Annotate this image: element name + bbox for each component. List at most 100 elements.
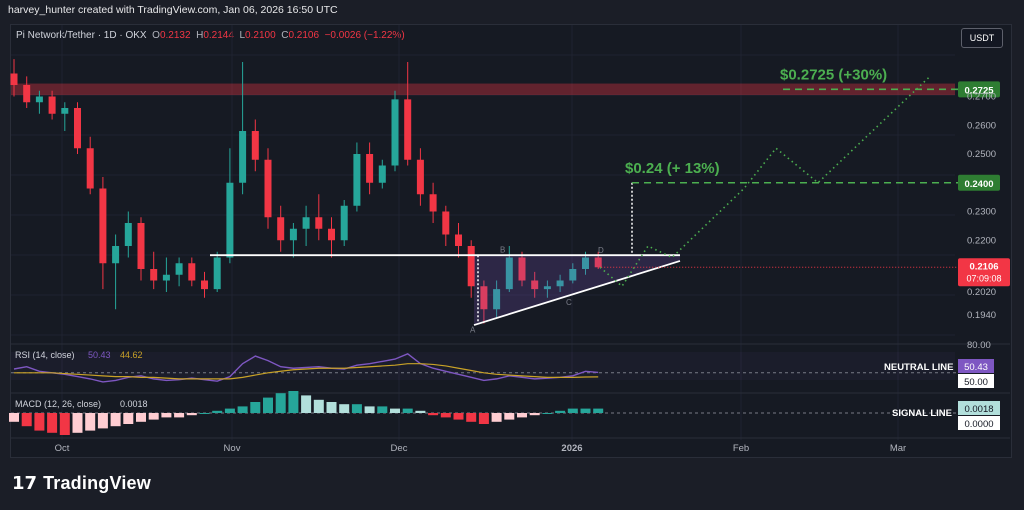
low-label: L (239, 30, 246, 41)
macd-histogram-bar (224, 408, 235, 413)
chart-panel[interactable] (10, 24, 1012, 458)
rsi-y-tick: 80.00 (967, 340, 991, 351)
candle (442, 211, 450, 235)
open-value: 0.2132 (159, 30, 191, 41)
close-label: C (281, 30, 289, 41)
y-axis-tick: 0.2020 (967, 287, 996, 298)
signal-line-label: SIGNAL LINE (892, 408, 952, 419)
rsi-line (13, 352, 599, 383)
candle (480, 286, 488, 310)
target-annotation: $0.24 (+ 13%) (625, 160, 720, 177)
candle (416, 159, 424, 195)
macd-histogram-bar (466, 413, 477, 422)
open-label: O (152, 30, 160, 41)
pattern-label: C (566, 298, 572, 307)
pattern-label: D (598, 246, 604, 255)
macd-histogram-bar (555, 410, 566, 413)
candle (175, 263, 183, 275)
change-value: −0.0026 (−1.22%) (324, 30, 405, 41)
pattern-label: B (500, 245, 505, 254)
macd-histogram-bar (313, 399, 324, 413)
candle (61, 108, 69, 114)
x-axis-tick: 2026 (561, 443, 582, 454)
macd-histogram-bar (212, 410, 223, 413)
candle (289, 228, 297, 241)
macd-histogram-bar (148, 413, 159, 420)
candle (251, 131, 259, 160)
candle (493, 289, 501, 310)
macd-histogram-bar (542, 413, 553, 414)
macd-histogram-bar (34, 413, 45, 431)
neutral-value-tag (958, 374, 994, 388)
candle (328, 228, 335, 241)
candle (391, 99, 399, 166)
neutral-line-label: NEUTRAL LINE (884, 362, 954, 373)
macd-histogram-bar (491, 413, 502, 422)
rsi-value-tag (958, 359, 994, 373)
candle (150, 269, 158, 281)
macd-histogram-bar (301, 395, 312, 413)
target-price-tag (958, 174, 1000, 191)
macd-value-tag (958, 401, 1000, 415)
target-annotation: $0.2725 (+30%) (780, 66, 887, 83)
candle (353, 154, 361, 206)
macd-histogram-bar (123, 413, 134, 424)
macd-histogram-bar (174, 413, 185, 418)
candle (531, 280, 539, 290)
candle (378, 165, 386, 183)
macd-histogram-bar (326, 402, 337, 413)
macd-histogram-bar (377, 406, 388, 413)
macd-histogram-bar (504, 413, 515, 420)
macd-histogram-bar (161, 413, 172, 418)
macd-histogram-bar (59, 413, 70, 435)
candle (404, 99, 412, 160)
candle (543, 286, 551, 290)
macd-histogram-bar (402, 408, 413, 413)
countdown-label: 07:09:08 (966, 273, 1001, 283)
candle (366, 154, 374, 183)
candle (315, 217, 323, 229)
symbol-info-bar: Pi Network/Tether · 1D · OKX O0.2132 H0.… (16, 30, 405, 41)
x-axis-tick: Nov (224, 443, 241, 454)
currency-button[interactable]: USDT (961, 28, 1003, 48)
chart-credit: harvey_hunter created with TradingView.c… (8, 4, 338, 16)
low-value: 0.2100 (245, 30, 276, 41)
projection-path (599, 75, 931, 288)
macd-histogram-bar (110, 413, 121, 427)
rsi-ma-value: 44.62 (120, 350, 143, 360)
macd-histogram-bar (199, 413, 210, 414)
close-value: 0.2106 (288, 30, 320, 41)
macd-histogram-bar (263, 397, 273, 413)
rsi-ma-line (14, 363, 599, 380)
tradingview-logo: 17 TradingView (12, 473, 151, 494)
macd-histogram-bar (351, 404, 362, 413)
tradingview-mark-icon: 17 (12, 473, 38, 494)
candle (226, 182, 234, 258)
macd-histogram-bar (593, 408, 604, 413)
candle (201, 280, 208, 290)
target-price-label: 0.2725 (964, 85, 994, 96)
y-axis-tick: 0.2200 (967, 235, 996, 246)
macd-histogram-bar (339, 404, 350, 413)
macd-histogram-bar (415, 410, 426, 413)
macd-histogram-bar (288, 391, 299, 413)
macd-histogram-bar (21, 413, 32, 427)
candle (23, 85, 31, 103)
symbol-name[interactable]: Pi Network/Tether · 1D · OKX (16, 30, 147, 41)
x-axis-tick: Mar (890, 443, 906, 454)
candle (302, 217, 310, 229)
macd-histogram-bar (136, 413, 146, 422)
rsi-value: 50.43 (88, 350, 111, 360)
macd-histogram-bar (237, 406, 248, 413)
candle (99, 188, 107, 264)
y-axis-tick: 0.2300 (967, 207, 996, 218)
triangle-shading (474, 255, 680, 326)
candle (264, 159, 272, 218)
x-axis-tick: Feb (733, 443, 749, 454)
macd-value-tag-label: 0.0018 (964, 404, 993, 415)
y-axis-tick: 0.2700 (967, 92, 996, 103)
candle (518, 257, 526, 281)
candle (213, 257, 221, 290)
macd-histogram-bar (186, 413, 197, 416)
current-price-label: 0.2106 (969, 261, 998, 272)
